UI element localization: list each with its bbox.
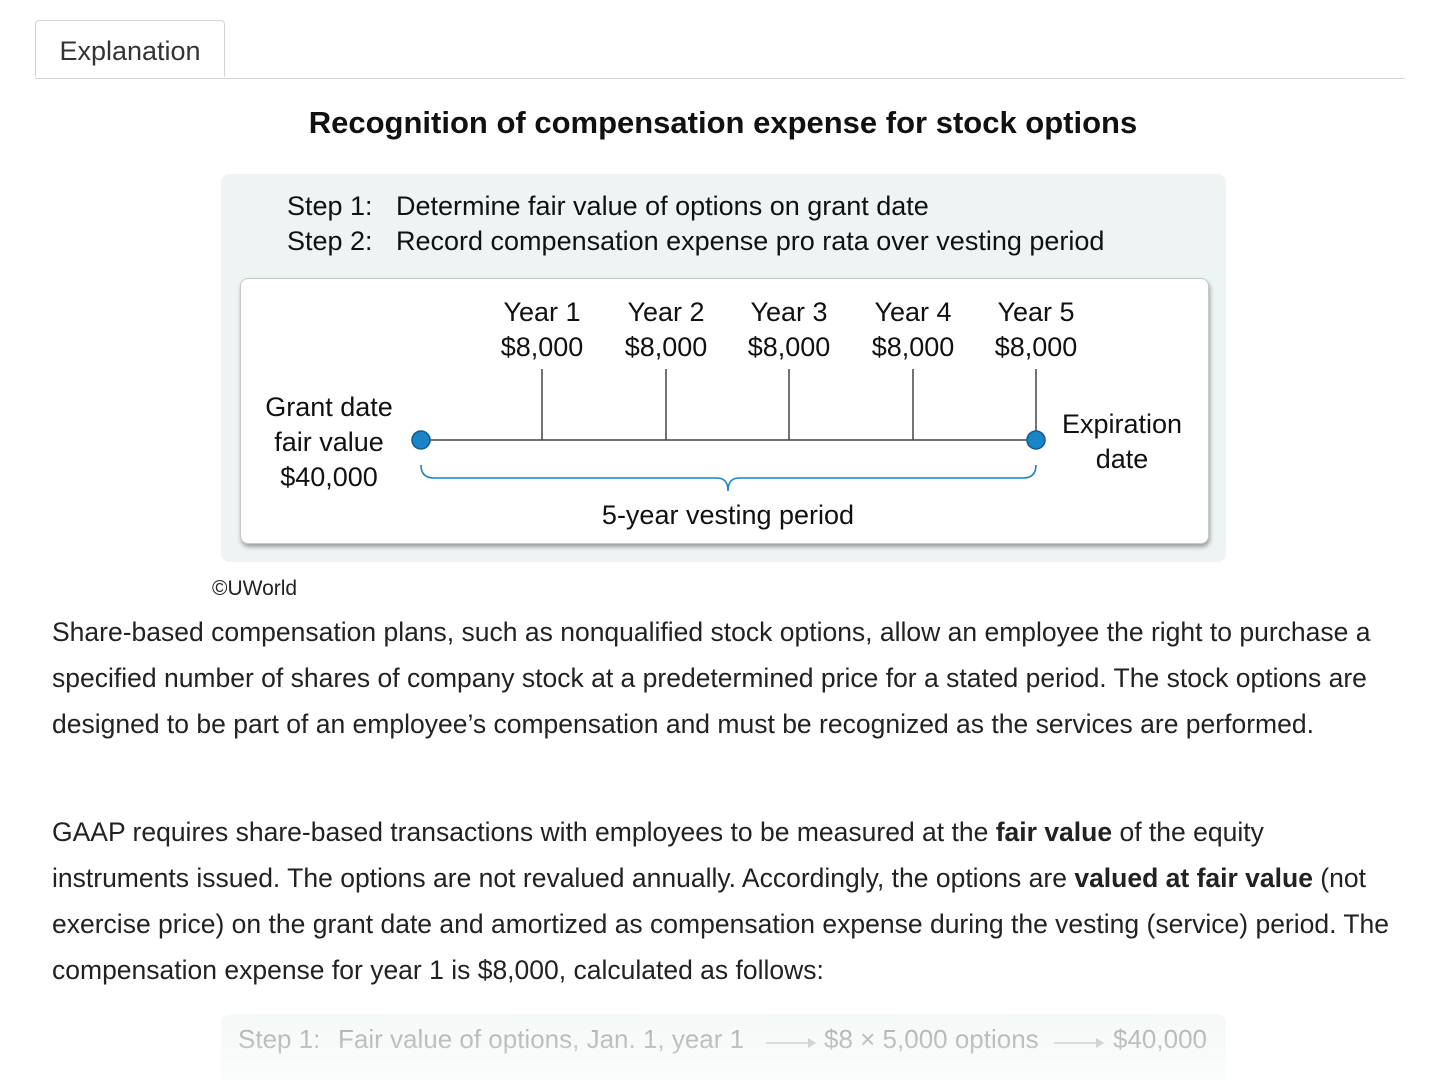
timeline-diagram: Grant date fair value $40,000 Expiration… [265,297,1182,530]
year-5-label: Year 5 [997,297,1074,327]
calc-step-desc: Fair value of options, Jan. 1, year 1 [338,1024,745,1054]
calc-step-label: Step 1: [238,1024,321,1054]
arrow-right-icon [766,1038,816,1048]
tab-explanation[interactable]: Explanation [35,20,225,77]
arrow-right-icon [1054,1038,1104,1048]
year-2-amount: $8,000 [625,332,708,362]
figure-title: Recognition of compensation expense for … [308,105,1138,140]
expiration-date-marker [1026,430,1046,450]
calc-formula: $8 × 5,000 options [824,1024,1039,1054]
calc-result: $40,000 [1113,1024,1207,1054]
explanation-paragraph-1: Share-based compensation plans, such as … [52,617,1371,739]
expiration-label-line-2: date [1096,444,1149,474]
step-2-text: Record compensation expense pro rata ove… [396,226,1105,256]
p2-text-c: of the equity instruments issued. The op… [52,817,1264,893]
year-3-amount: $8,000 [748,332,831,362]
calculation-panel: Step 1: Fair value of options, Jan. 1, y… [221,1014,1226,1080]
grant-label-line-3: $40,000 [280,462,378,492]
p2-bold-valued-at-fair-value: valued at fair value [1074,863,1313,893]
steps-list: Step 1: Determine fair value of options o… [287,189,1104,259]
year-4-amount: $8,000 [872,332,955,362]
p2-text-a: GAAP requires share-based transactions w… [52,817,996,847]
grant-label-line-2: fair value [274,427,384,457]
expiration-label-line-1: Expiration [1062,409,1182,439]
year-3-label: Year 3 [750,297,827,327]
year-1-amount: $8,000 [501,332,584,362]
year-4-label: Year 4 [874,297,951,327]
grant-label-line-1: Grant date [265,392,393,422]
year-1-label: Year 1 [503,297,580,327]
vesting-brace [420,464,1037,492]
step-1-text: Determine fair value of options on grant… [396,191,929,221]
step-1: Step 1: Determine fair value of options o… [287,189,1104,224]
grant-date-marker [411,430,431,450]
tab-bar: Explanation [35,20,1405,79]
year-2-label: Year 2 [627,297,704,327]
explanation-paragraph-2: GAAP requires share-based transactions w… [52,809,1397,993]
copyright-notice: ©UWorld [212,577,298,600]
p2-bold-fair-value: fair value [995,817,1113,847]
timeline-box: Grant date fair value $40,000 Expiration… [240,278,1209,544]
figure-panel: Step 1: Determine fair value of options o… [221,174,1226,562]
step-2: Step 2: Record compensation expense pro r… [287,224,1104,259]
p2-text-e: (not exercise price) on the grant date a… [52,863,1390,985]
vesting-period-label: 5-year vesting period [602,500,854,530]
step-2-label: Step 2: [287,226,373,256]
step-1-label: Step 1: [287,191,373,221]
year-5-amount: $8,000 [995,332,1078,362]
